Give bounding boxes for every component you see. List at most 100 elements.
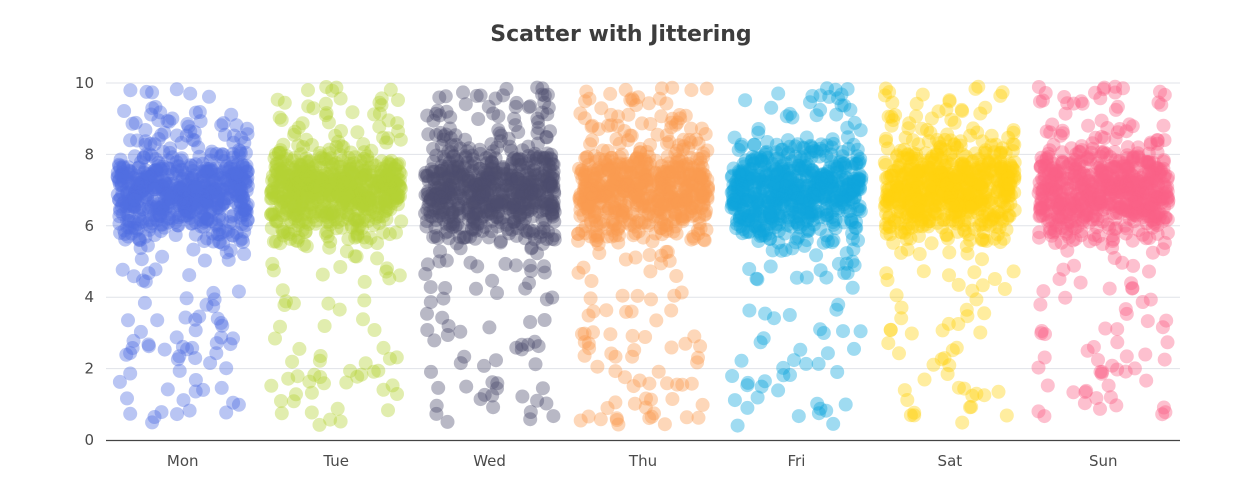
data-point xyxy=(546,171,561,186)
data-point xyxy=(273,143,288,158)
data-point xyxy=(380,171,395,186)
data-point xyxy=(333,159,348,174)
data-point xyxy=(265,205,280,220)
data-point xyxy=(488,165,503,180)
data-point xyxy=(530,80,545,95)
data-point xyxy=(196,209,211,224)
data-point xyxy=(112,177,127,192)
data-point xyxy=(207,292,222,307)
data-point xyxy=(128,185,143,200)
data-point xyxy=(476,188,491,203)
data-point xyxy=(535,381,550,396)
data-point xyxy=(684,376,699,391)
data-point xyxy=(660,224,675,239)
data-point xyxy=(347,175,362,190)
data-point xyxy=(173,180,188,195)
data-point xyxy=(539,232,554,246)
data-point xyxy=(457,173,472,188)
data-point xyxy=(508,173,523,188)
data-point xyxy=(193,205,208,220)
data-point xyxy=(520,166,534,181)
data-point xyxy=(429,213,444,227)
data-point xyxy=(372,119,387,134)
data-point xyxy=(156,198,170,213)
data-point xyxy=(158,197,173,212)
data-point xyxy=(130,217,145,231)
data-point xyxy=(791,409,806,424)
data-point xyxy=(791,229,806,244)
data-point xyxy=(479,204,494,219)
data-point xyxy=(287,223,302,238)
data-point xyxy=(150,179,165,193)
data-point xyxy=(455,178,470,193)
data-point xyxy=(380,182,395,197)
data-point xyxy=(452,229,467,244)
data-point xyxy=(115,186,130,200)
data-point xyxy=(240,164,255,179)
data-point xyxy=(301,181,316,196)
data-point xyxy=(233,195,248,210)
data-point xyxy=(288,188,303,203)
data-point xyxy=(273,166,288,181)
data-point xyxy=(275,164,290,179)
data-point xyxy=(523,177,538,192)
data-point xyxy=(211,186,226,201)
data-point xyxy=(676,139,691,154)
data-point xyxy=(193,114,208,129)
data-point xyxy=(423,204,438,219)
data-point xyxy=(465,221,480,236)
data-point xyxy=(140,170,155,185)
data-point xyxy=(169,164,184,179)
data-point xyxy=(475,200,490,214)
data-point xyxy=(125,220,140,235)
data-point xyxy=(273,145,288,160)
data-point xyxy=(217,182,232,197)
data-point xyxy=(774,197,789,212)
data-point xyxy=(157,220,172,235)
data-point xyxy=(580,150,595,165)
data-point xyxy=(435,310,450,325)
data-point xyxy=(507,197,522,212)
data-point xyxy=(302,374,317,389)
data-point xyxy=(291,138,306,153)
data-point xyxy=(684,83,699,98)
data-point xyxy=(483,198,498,213)
data-point xyxy=(522,168,537,182)
data-point xyxy=(509,258,523,273)
data-point xyxy=(297,237,311,252)
data-point xyxy=(225,146,240,161)
data-point xyxy=(219,361,234,376)
data-point xyxy=(182,184,197,199)
data-point xyxy=(461,171,476,186)
data-point xyxy=(184,172,199,187)
data-point xyxy=(476,178,491,193)
data-point xyxy=(322,142,337,157)
data-point xyxy=(394,214,409,229)
data-point xyxy=(436,212,451,227)
data-point xyxy=(274,394,288,408)
data-point xyxy=(288,233,303,248)
data-point xyxy=(196,180,211,195)
data-point xyxy=(439,185,454,200)
data-point xyxy=(476,185,491,200)
data-point xyxy=(740,400,755,415)
data-point xyxy=(281,371,296,386)
data-point xyxy=(291,120,306,135)
data-point xyxy=(377,179,392,194)
data-point xyxy=(527,163,542,178)
data-point xyxy=(484,155,499,170)
data-point xyxy=(308,204,323,219)
data-point xyxy=(223,243,238,258)
data-point xyxy=(350,221,365,236)
data-point xyxy=(500,182,515,197)
data-point xyxy=(226,135,241,150)
data-point xyxy=(494,215,509,230)
data-point xyxy=(511,153,525,167)
data-point xyxy=(287,198,302,213)
data-point xyxy=(504,156,519,171)
data-point xyxy=(379,168,393,183)
data-point xyxy=(289,177,304,192)
data-point xyxy=(147,228,162,242)
data-point xyxy=(178,310,193,325)
data-point xyxy=(383,82,398,97)
